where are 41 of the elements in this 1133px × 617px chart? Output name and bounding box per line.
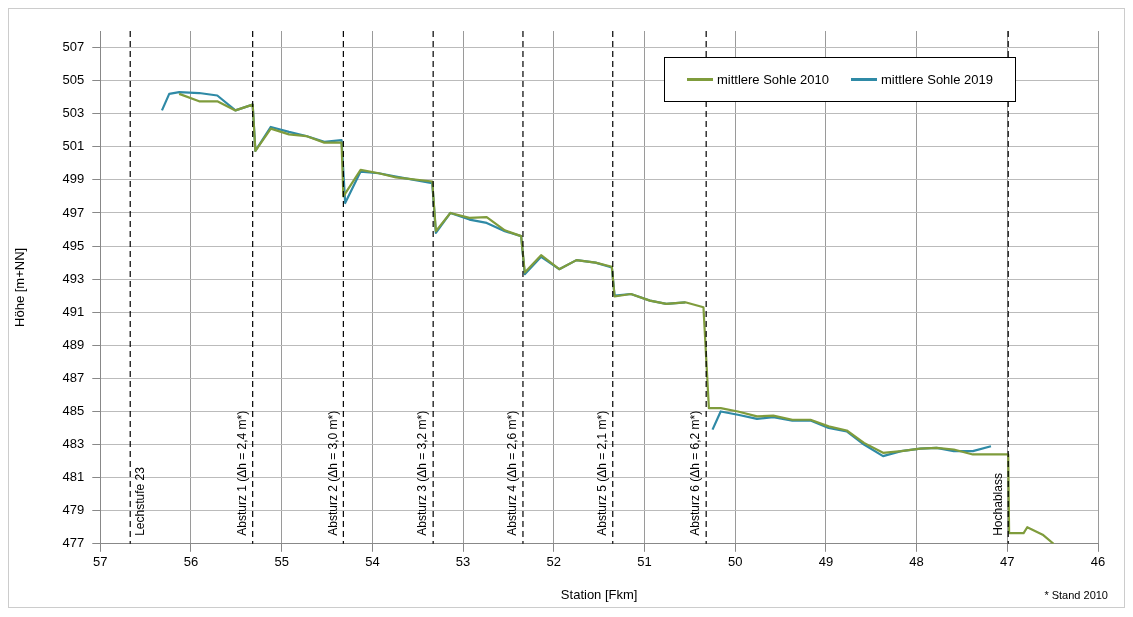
x-axis-title: Station [Fkm] xyxy=(560,586,638,602)
y-tick-label: 487 xyxy=(62,369,85,385)
y-tick-label: 501 xyxy=(62,138,85,154)
x-tick-label: 55 xyxy=(274,554,289,570)
x-tick-label: 56 xyxy=(183,554,199,570)
legend-label: mittlere Sohle 2010 xyxy=(716,72,829,87)
x-tick-label: 51 xyxy=(637,554,652,570)
y-tick-label: 499 xyxy=(62,171,85,187)
x-tick-label: 49 xyxy=(818,554,834,570)
y-axis-title: Höhe [m+NN] xyxy=(12,247,28,327)
annotation: Absturz 2 (Δh = 3,0 m*) xyxy=(325,410,340,536)
annotation: Absturz 5 (Δh = 2,1 m*) xyxy=(595,410,610,536)
x-tick-label: 54 xyxy=(365,554,380,570)
legend-label: mittlere Sohle 2019 xyxy=(880,72,993,87)
y-tick-label: 493 xyxy=(62,270,85,286)
y-tick-label: 491 xyxy=(62,303,85,319)
annotation: Absturz 1 (Δh = 2,4 m*) xyxy=(234,410,249,536)
y-tick-label: 505 xyxy=(62,72,85,88)
x-tick-label: 57 xyxy=(93,554,108,570)
x-tick-label: 53 xyxy=(455,554,471,570)
y-tick-label: 507 xyxy=(62,39,85,55)
x-tick-label: 46 xyxy=(1090,554,1106,570)
annotation: Absturz 6 (Δh = 6,2 m*) xyxy=(688,410,703,536)
x-tick-label: 47 xyxy=(1000,554,1015,570)
x-tick-label: 50 xyxy=(727,554,743,570)
y-tick-label: 497 xyxy=(62,204,85,220)
y-tick-label: 485 xyxy=(62,403,85,419)
annotation: Absturz 4 (Δh = 2,6 m*) xyxy=(505,410,520,536)
y-tick-label: 479 xyxy=(62,502,85,518)
y-tick-label: 489 xyxy=(62,336,85,352)
y-tick-label: 481 xyxy=(62,469,85,485)
annotation: Hochablass xyxy=(990,473,1005,536)
annotation: Lechstufe 23 xyxy=(132,466,147,536)
x-tick-label: 48 xyxy=(909,554,924,570)
x-tick-label: 52 xyxy=(546,554,562,570)
text: * Stand 2010 xyxy=(1044,589,1108,601)
y-tick-label: 477 xyxy=(62,535,85,551)
y-tick-label: 503 xyxy=(62,105,85,121)
y-tick-label: 495 xyxy=(62,237,85,253)
y-tick-label: 483 xyxy=(62,436,85,452)
annotation: Absturz 3 (Δh = 3,2 m*) xyxy=(415,410,430,536)
